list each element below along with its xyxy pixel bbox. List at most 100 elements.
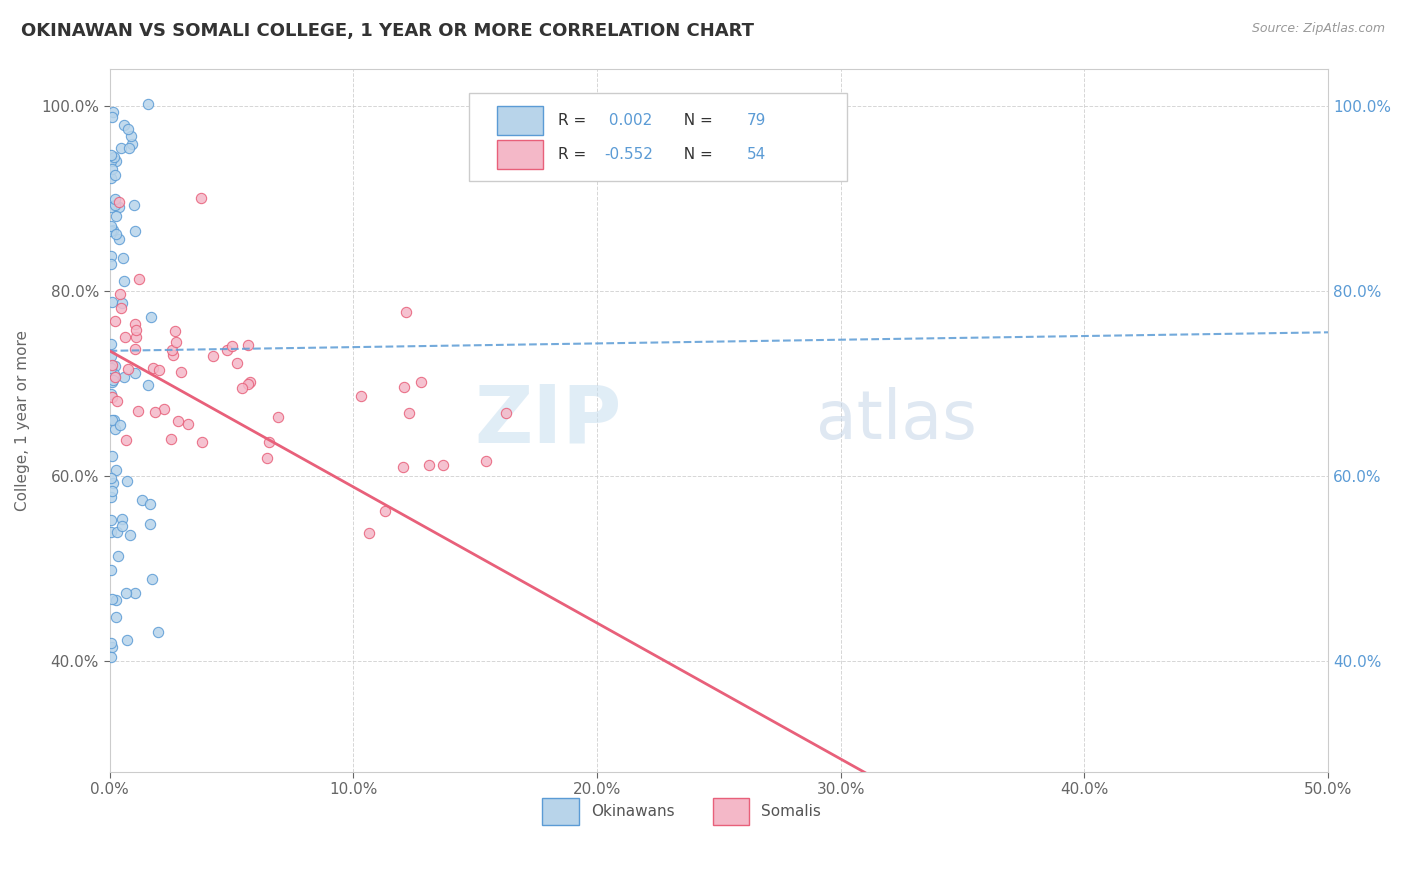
Text: 79: 79 bbox=[747, 113, 766, 128]
Point bbox=[153, 402, 176, 417]
Point bbox=[474, 453, 496, 467]
Point bbox=[177, 417, 200, 431]
Point bbox=[100, 249, 122, 263]
Point bbox=[112, 118, 135, 132]
Point bbox=[103, 367, 125, 381]
Point bbox=[202, 349, 225, 363]
Point bbox=[398, 406, 420, 420]
Point bbox=[100, 491, 122, 505]
Point bbox=[117, 121, 139, 136]
Point bbox=[100, 563, 122, 577]
Point bbox=[105, 209, 128, 223]
Point bbox=[105, 463, 128, 477]
Point bbox=[124, 224, 146, 238]
Point bbox=[165, 335, 187, 350]
Bar bbox=[498, 139, 543, 169]
Point bbox=[162, 348, 184, 362]
Point bbox=[231, 381, 253, 395]
Point bbox=[392, 380, 415, 394]
Text: Okinawans: Okinawans bbox=[591, 804, 675, 819]
Text: N =: N = bbox=[673, 147, 717, 161]
Point bbox=[107, 549, 129, 563]
Point bbox=[118, 141, 141, 155]
Point bbox=[221, 339, 243, 353]
Point bbox=[104, 192, 127, 206]
Point bbox=[236, 338, 259, 352]
Point bbox=[139, 310, 162, 324]
Point bbox=[100, 361, 122, 376]
Point bbox=[104, 168, 127, 182]
Point bbox=[190, 435, 212, 450]
Point bbox=[105, 393, 128, 408]
Point bbox=[170, 365, 193, 379]
Point bbox=[103, 198, 125, 212]
Point bbox=[105, 610, 128, 624]
Point bbox=[115, 586, 138, 600]
Point bbox=[110, 141, 132, 155]
Point bbox=[141, 572, 163, 586]
Point bbox=[100, 650, 122, 665]
Point bbox=[107, 525, 129, 540]
Point bbox=[124, 586, 146, 600]
Point bbox=[139, 497, 162, 511]
Point bbox=[101, 223, 124, 237]
Point bbox=[160, 343, 183, 357]
Point bbox=[122, 197, 145, 211]
Point bbox=[124, 366, 146, 380]
Point bbox=[101, 105, 124, 120]
Text: R =: R = bbox=[558, 147, 591, 161]
Point bbox=[101, 111, 124, 125]
Point bbox=[239, 375, 262, 389]
Point bbox=[159, 432, 181, 446]
Point bbox=[111, 512, 134, 526]
Point bbox=[100, 170, 122, 185]
Point bbox=[148, 363, 170, 377]
Point bbox=[121, 137, 143, 152]
Point bbox=[103, 412, 125, 426]
Point bbox=[105, 227, 128, 242]
Text: Source: ZipAtlas.com: Source: ZipAtlas.com bbox=[1251, 22, 1385, 36]
Point bbox=[128, 272, 150, 286]
Point bbox=[118, 528, 141, 542]
Point bbox=[100, 148, 122, 162]
Point bbox=[120, 128, 142, 143]
FancyBboxPatch shape bbox=[470, 93, 846, 181]
Point bbox=[101, 294, 124, 309]
Point bbox=[101, 390, 124, 404]
Point bbox=[104, 314, 127, 328]
Point bbox=[142, 361, 165, 376]
Point bbox=[100, 387, 122, 401]
Point bbox=[139, 517, 162, 532]
Point bbox=[105, 153, 128, 168]
Point bbox=[215, 343, 238, 358]
Point bbox=[110, 296, 132, 310]
Text: Somalis: Somalis bbox=[762, 804, 821, 819]
Point bbox=[115, 633, 138, 648]
Point bbox=[146, 624, 169, 639]
Point bbox=[374, 504, 396, 518]
Point bbox=[110, 287, 132, 301]
Point bbox=[100, 350, 122, 364]
Point bbox=[236, 377, 259, 392]
Point bbox=[124, 342, 146, 356]
Point bbox=[111, 251, 134, 265]
Point bbox=[267, 409, 290, 424]
Point bbox=[145, 405, 167, 419]
Point bbox=[100, 591, 122, 606]
Point bbox=[100, 513, 122, 527]
Point bbox=[110, 418, 132, 433]
Text: OKINAWAN VS SOMALI COLLEGE, 1 YEAR OR MORE CORRELATION CHART: OKINAWAN VS SOMALI COLLEGE, 1 YEAR OR MO… bbox=[21, 22, 754, 40]
Point bbox=[136, 377, 159, 392]
Point bbox=[101, 375, 124, 389]
Text: N =: N = bbox=[673, 113, 717, 128]
Text: atlas: atlas bbox=[817, 387, 977, 453]
Point bbox=[100, 200, 122, 214]
Text: -0.552: -0.552 bbox=[605, 147, 654, 161]
Point bbox=[114, 329, 136, 343]
Point bbox=[138, 97, 160, 112]
Point bbox=[226, 356, 249, 370]
Point bbox=[100, 257, 122, 271]
Point bbox=[125, 323, 148, 337]
Point bbox=[111, 518, 134, 533]
Point bbox=[127, 404, 149, 418]
